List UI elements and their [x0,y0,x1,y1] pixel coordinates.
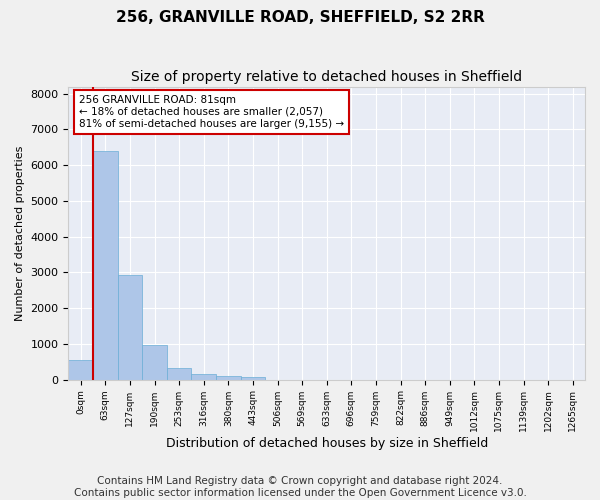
Bar [167,368,191,380]
Bar [191,374,216,380]
X-axis label: Distribution of detached houses by size in Sheffield: Distribution of detached houses by size … [166,437,488,450]
Bar [216,376,241,380]
Text: 256, GRANVILLE ROAD, SHEFFIELD, S2 2RR: 256, GRANVILLE ROAD, SHEFFIELD, S2 2RR [116,10,484,25]
Title: Size of property relative to detached houses in Sheffield: Size of property relative to detached ho… [131,70,522,84]
Bar [68,360,93,380]
Text: 256 GRANVILLE ROAD: 81sqm
← 18% of detached houses are smaller (2,057)
81% of se: 256 GRANVILLE ROAD: 81sqm ← 18% of detac… [79,96,344,128]
Bar [118,275,142,380]
Bar [93,150,118,380]
Y-axis label: Number of detached properties: Number of detached properties [15,146,25,321]
Bar [142,346,167,380]
Text: Contains HM Land Registry data © Crown copyright and database right 2024.
Contai: Contains HM Land Registry data © Crown c… [74,476,526,498]
Bar [241,378,265,380]
